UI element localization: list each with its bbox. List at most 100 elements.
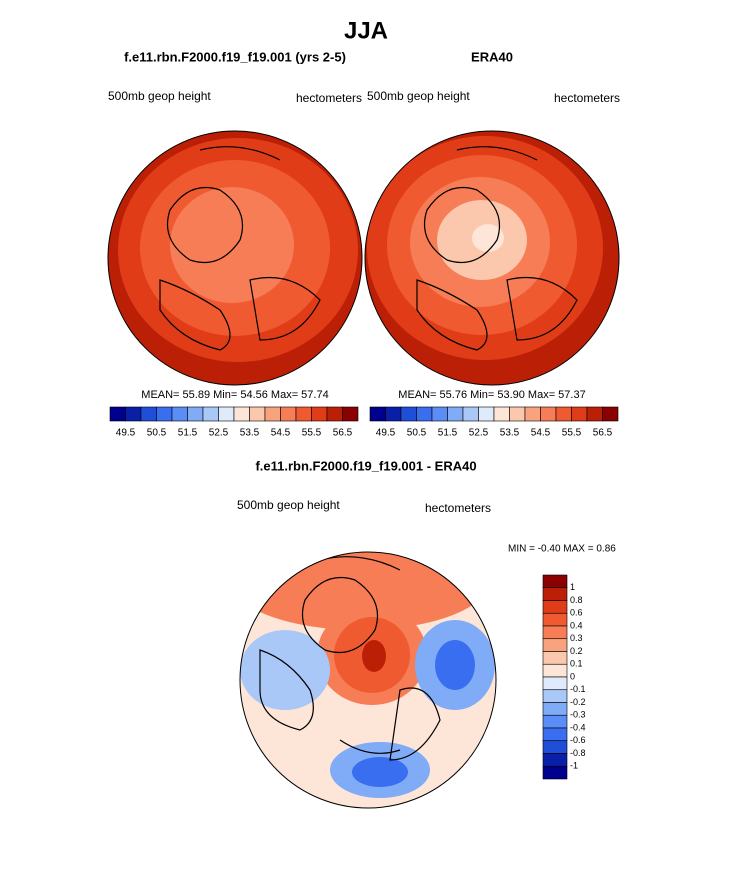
colorbar-box: [280, 406, 297, 422]
colorbar-box: [524, 406, 541, 422]
stats: MIN = -0.40 MAX = 0.86: [508, 544, 616, 555]
colorbar-label: 56.5: [333, 428, 353, 439]
colorbar-box: [342, 406, 359, 422]
map: [240, 552, 496, 808]
colorbar-box: [171, 406, 188, 422]
colorbar-label: 0.3: [570, 633, 583, 643]
map: [108, 131, 362, 385]
colorbar-label: 55.5: [302, 428, 322, 439]
colorbar-label: -0.6: [570, 735, 586, 745]
colorbar-box: [326, 406, 343, 422]
map-border: [107, 130, 363, 386]
colorbar-box: [249, 406, 266, 422]
colorbar-box: [542, 612, 568, 627]
colorbar-box: [542, 753, 568, 767]
colorbar-box: [462, 406, 479, 422]
panel-title: f.e11.rbn.F2000.f19_f19.001 (yrs 2-5): [124, 49, 346, 64]
colorbar-box: [369, 406, 386, 422]
colorbar-box: [295, 406, 312, 422]
colorbar-box: [602, 406, 619, 422]
colorbar-box: [311, 406, 328, 422]
colorbar-box: [493, 406, 510, 422]
panel-right-label: hectometers: [554, 91, 620, 105]
panel-right-label: hectometers: [296, 91, 362, 105]
colorbar-box: [542, 740, 568, 754]
map-border: [239, 551, 497, 809]
colorbar-label: -0.3: [570, 710, 586, 720]
colorbar-box: [416, 406, 433, 422]
colorbar-label: 1: [570, 582, 575, 592]
colorbar-box: [140, 406, 157, 422]
colorbar-box: [125, 406, 142, 422]
colorbar-label: -0.2: [570, 697, 586, 707]
colorbar-box: [187, 406, 204, 422]
colorbar-box: [542, 651, 568, 665]
colorbar-box: [542, 587, 568, 601]
colorbar-box: [400, 406, 417, 422]
colorbar-label: 0: [570, 671, 575, 681]
colorbar-box: [542, 727, 568, 742]
colorbar-box: [202, 406, 219, 422]
colorbar-label: 52.5: [469, 428, 489, 439]
colorbar-box: [571, 406, 588, 422]
colorbar-label: 56.5: [593, 428, 613, 439]
colorbar-box: [542, 663, 568, 678]
colorbar-box: [447, 406, 464, 422]
colorbar-box: [586, 406, 603, 422]
figure-title: JJA: [344, 17, 388, 44]
stats: MEAN= 55.89 Min= 54.56 Max= 57.74: [141, 389, 328, 401]
colorbar-box: [156, 406, 173, 422]
panel-title: f.e11.rbn.F2000.f19_f19.001 - ERA40: [255, 458, 476, 473]
panel-left-label: 500mb geop height: [237, 498, 340, 512]
colorbar-label: 49.5: [376, 428, 396, 439]
colorbar-box: [542, 600, 568, 614]
map-border: [364, 130, 620, 386]
colorbar-label: 0.8: [570, 595, 583, 605]
colorbar: 1 0.8 0.6 0.4 0.3 0.2 0.1 0 -0.1 -0.2 -0.3 -0.4 -0.6…: [542, 574, 586, 780]
colorbar-box: [542, 625, 568, 640]
stats: MEAN= 55.76 Min= 53.90 Max= 57.37: [398, 389, 585, 401]
panel-left-label: 500mb geop height: [367, 89, 470, 103]
colorbar-box: [478, 406, 495, 422]
colorbar-label: -0.4: [570, 722, 586, 732]
colorbar-box: [264, 406, 281, 422]
colorbar-box: [542, 689, 568, 703]
colorbar-label: 52.5: [209, 428, 229, 439]
colorbar-label: 50.5: [147, 428, 167, 439]
colorbar-label: -0.8: [570, 748, 586, 758]
colorbar-label: 55.5: [562, 428, 582, 439]
colorbar-label: 54.5: [271, 428, 291, 439]
colorbar-label: 49.5: [116, 428, 136, 439]
colorbar-box: [109, 406, 126, 422]
map: [365, 131, 619, 385]
colorbar-label: 0.6: [570, 608, 583, 618]
colorbar-box: [542, 765, 568, 780]
colorbar-label: 54.5: [531, 428, 551, 439]
colorbar-label: 53.5: [500, 428, 520, 439]
colorbar-box: [233, 406, 250, 422]
colorbar-box: [431, 406, 448, 422]
colorbar-label: 51.5: [178, 428, 198, 439]
colorbars: 49.5 50.5 51.5 52.5 53.5 54.5 55.5 56.5 49.5 50.5…: [109, 406, 619, 439]
colorbar-box: [542, 714, 568, 729]
colorbar-box: [542, 638, 568, 652]
panel-right-label: hectometers: [425, 501, 491, 515]
colorbar-box: [555, 406, 572, 422]
colorbar-box: [385, 406, 402, 422]
colorbar-box: [540, 406, 557, 422]
panel-left-label: 500mb geop height: [108, 89, 211, 103]
colorbar-label: 53.5: [240, 428, 260, 439]
colorbar-label: 0.2: [570, 646, 583, 656]
colorbar-box: [542, 574, 568, 589]
colorbar-box: [218, 406, 235, 422]
panel-title: ERA40: [471, 49, 513, 64]
colorbar-label: -1: [570, 761, 578, 771]
colorbar-label: 50.5: [407, 428, 427, 439]
colorbar-box: [542, 702, 568, 716]
colorbar-label: 0.1: [570, 659, 583, 669]
colorbar-label: -0.1: [570, 684, 586, 694]
colorbar-label: 0.4: [570, 620, 583, 630]
colorbar-box: [509, 406, 526, 422]
colorbar-label: 51.5: [438, 428, 458, 439]
